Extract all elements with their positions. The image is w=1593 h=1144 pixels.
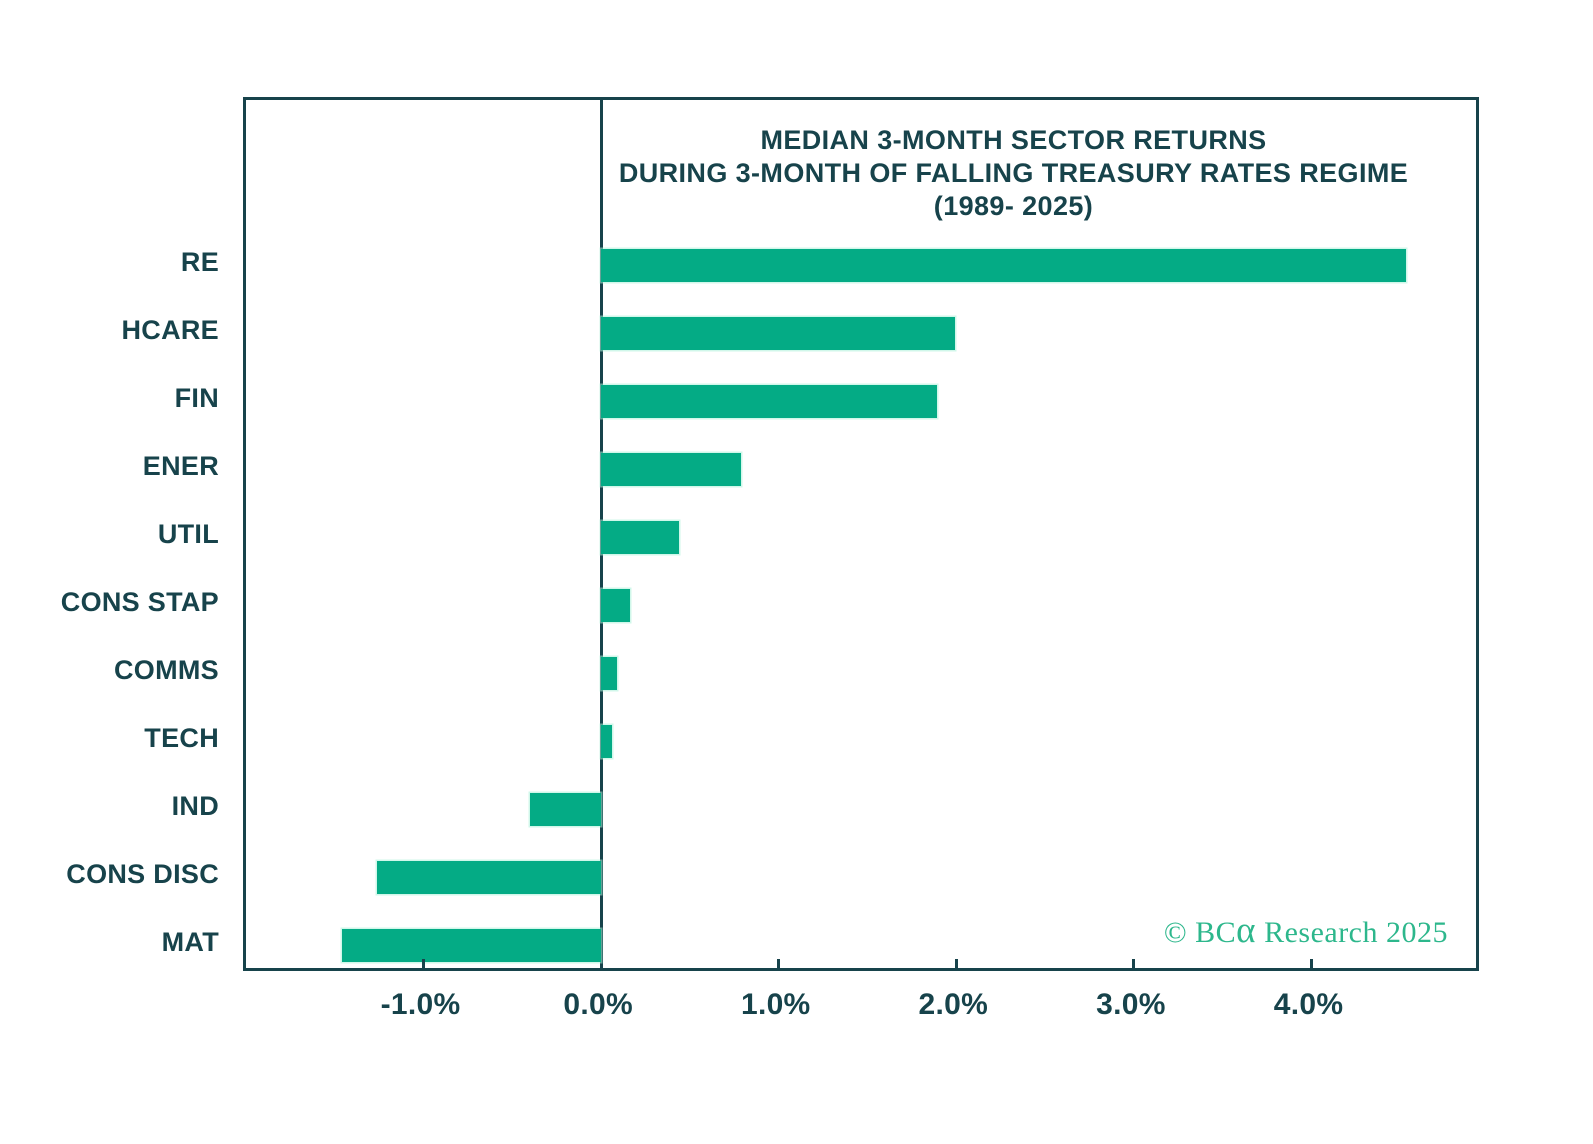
category-label-ind: IND (171, 791, 219, 821)
x-tick-label-0.0%: 0.0% (563, 988, 633, 1021)
category-label-ener: ENER (142, 451, 219, 481)
x-tick-mark--1.0% (422, 959, 426, 968)
x-tick-mark-4.0% (1310, 959, 1314, 968)
bar-util (601, 520, 680, 554)
category-label-util: UTIL (157, 519, 219, 549)
bar-fin (601, 384, 937, 418)
chart-title-line-1: MEDIAN 3-MONTH SECTOR RETURNS (760, 125, 1267, 155)
category-label-fin: FIN (174, 383, 219, 413)
x-tick-mark-1.0% (777, 959, 781, 968)
bar-cons-disc (377, 860, 602, 894)
bar-comms (601, 656, 618, 690)
chart-title-line-3: (1989- 2025) (933, 191, 1094, 221)
bar-ind (530, 792, 602, 826)
category-label-mat: MAT (161, 927, 219, 957)
x-tick-label-1.0%: 1.0% (740, 988, 811, 1021)
bar-hcare (601, 316, 955, 350)
x-tick-label-3.0%: 3.0% (1096, 988, 1166, 1021)
watermark-prefix: © BC (1163, 916, 1237, 949)
category-label-tech: TECH (144, 723, 219, 753)
x-tick-label-2.0%: 2.0% (918, 988, 989, 1021)
x-tick-mark-2.0% (954, 959, 958, 968)
chart-title-line-2: DURING 3-MONTH OF FALLING TREASURY RATES… (618, 158, 1409, 188)
bar-cons-stap (601, 588, 630, 622)
bar-re (601, 248, 1406, 282)
x-tick-mark-3.0% (1132, 959, 1136, 968)
bar-ener (601, 452, 742, 486)
category-label-re: RE (180, 247, 219, 277)
category-label-comms: COMMS (114, 655, 219, 685)
watermark-bca-research: © BCα Research 2025 (1163, 912, 1448, 950)
x-tick-label-4.0%: 4.0% (1273, 988, 1344, 1021)
category-label-hcare: HCARE (121, 315, 219, 345)
bar-tech (601, 724, 612, 758)
watermark-alpha-glyph: α (1236, 910, 1257, 951)
x-tick-label--1.0%: -1.0% (380, 988, 461, 1021)
category-label-cons-stap: CONS STAP (60, 587, 219, 617)
chart-title: MEDIAN 3-MONTH SECTOR RETURNS DURING 3-M… (601, 124, 1426, 223)
category-label-cons-disc: CONS DISC (66, 859, 219, 889)
plot-area: MEDIAN 3-MONTH SECTOR RETURNS DURING 3-M… (243, 97, 1479, 971)
watermark-suffix: Research 2025 (1256, 916, 1448, 949)
bar-mat (341, 928, 602, 962)
